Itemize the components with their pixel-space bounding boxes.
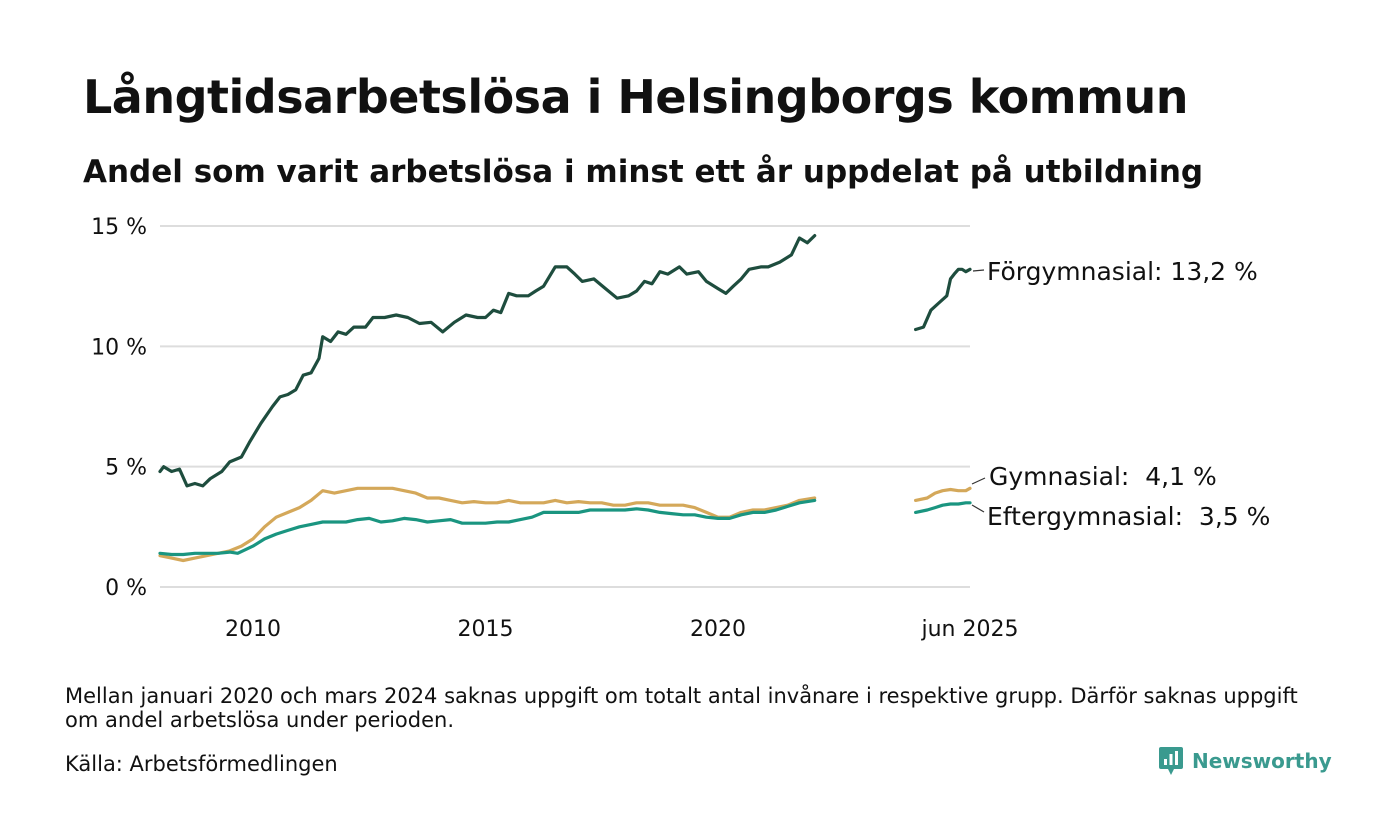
gridlines (160, 225, 970, 588)
label-leader-line (971, 477, 986, 485)
chart-title: Långtidsarbetslösa i Helsingborgs kommun (83, 70, 1189, 124)
line-chart: 0 % 5 % 10 % 15 % 2010 2015 2020 jun 2025 Förg… (91, 215, 1270, 642)
series-line-förgymnasial (914, 267, 972, 332)
end-labels: Förgymnasial: 13,2 % Gymnasial: 4,1 % Efte… (971, 257, 1270, 531)
label-leader-line (971, 504, 985, 513)
y-tick-label: 0 % (105, 576, 147, 601)
series-line-gymnasial (158, 486, 817, 563)
chart-subtitle: Andel som varit arbetslösa i minst ett å… (83, 154, 1204, 190)
series-line-förgymnasial (158, 234, 817, 488)
newsworthy-logo-icon (1159, 747, 1183, 775)
label-leader-line (972, 269, 985, 272)
series-end-label: Eftergymnasial: 3,5 % (987, 502, 1270, 531)
source-credit: Källa: Arbetsförmedlingen (65, 752, 338, 776)
y-tick-label: 5 % (105, 456, 147, 481)
series-lines (158, 234, 972, 563)
footnote: Mellan januari 2020 och mars 2024 saknas… (65, 684, 1298, 732)
x-tick-label: jun 2025 (921, 617, 1019, 642)
series-end-label: Förgymnasial: 13,2 % (987, 257, 1258, 286)
brand-logo: Newsworthy (1158, 746, 1332, 776)
y-tick-label: 10 % (91, 335, 147, 360)
x-axis-ticks: 2010 2015 2020 jun 2025 (225, 617, 1018, 642)
y-tick-label: 15 % (91, 215, 147, 240)
series-end-label: Gymnasial: 4,1 % (989, 462, 1217, 491)
x-tick-label: 2015 (457, 617, 513, 642)
series-line-eftergymnasial (914, 501, 972, 514)
x-tick-label: 2020 (690, 617, 746, 642)
brand-name: Newsworthy (1192, 749, 1332, 773)
x-tick-label: 2010 (225, 617, 281, 642)
series-line-eftergymnasial (158, 498, 817, 557)
y-axis-ticks: 0 % 5 % 10 % 15 % (91, 215, 147, 601)
series-line-gymnasial (914, 486, 972, 502)
